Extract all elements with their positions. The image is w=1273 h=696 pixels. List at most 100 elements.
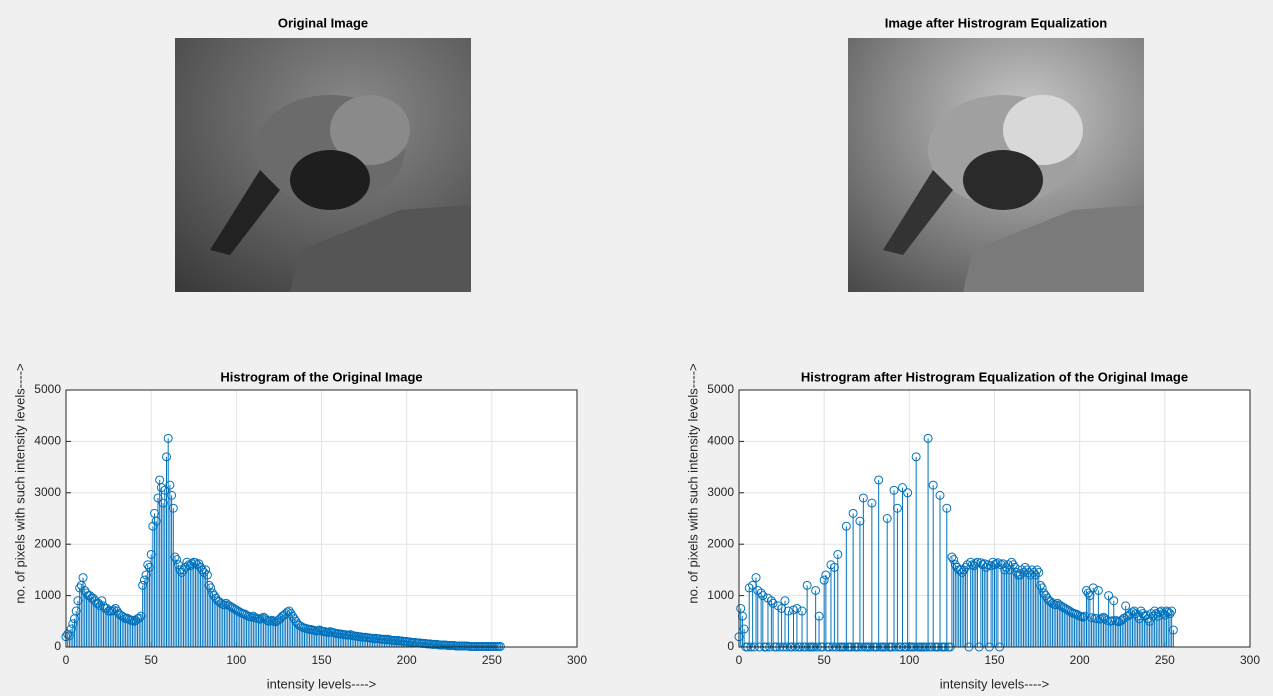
stem-marker — [124, 614, 134, 624]
stem-marker — [783, 606, 793, 616]
stem-marker — [976, 558, 986, 568]
stem-marker — [898, 483, 908, 493]
stem-marker — [184, 560, 194, 570]
stem-marker — [1080, 611, 1090, 621]
stem-marker — [64, 631, 74, 641]
stem-marker — [1102, 615, 1112, 625]
stem-marker — [97, 596, 107, 606]
stem-marker — [748, 580, 758, 590]
stem-marker — [867, 498, 877, 508]
stem-marker — [889, 485, 899, 495]
stem-marker — [882, 514, 892, 523]
stem-marker — [1165, 609, 1175, 619]
stem-marker — [829, 562, 839, 572]
stem-marker — [68, 619, 78, 629]
x-tick-label: 150 — [311, 653, 331, 667]
y-tick-label: 2000 — [34, 536, 61, 550]
equalized-image — [848, 38, 1144, 292]
stem-marker — [1078, 612, 1088, 622]
x-tick-label: 50 — [817, 653, 831, 667]
stem-marker — [797, 606, 807, 616]
axes-box — [738, 389, 1251, 648]
stem-marker — [161, 452, 171, 462]
stem-marker — [127, 615, 137, 625]
stem-marker — [1051, 600, 1061, 610]
x-tick-label: 100 — [899, 653, 919, 667]
stem-marker — [78, 573, 88, 583]
stem-marker — [151, 516, 161, 526]
x-tick-label: 250 — [1155, 653, 1175, 667]
stem-marker — [262, 615, 272, 625]
stem-marker — [1083, 588, 1093, 598]
stem-marker — [855, 516, 865, 526]
stem-marker — [903, 488, 913, 498]
x-tick-label: 0 — [736, 653, 743, 667]
y-tick-label: 4000 — [707, 434, 734, 448]
stem-marker — [780, 596, 790, 606]
stem-marker — [892, 503, 902, 513]
stem-marker — [911, 452, 921, 462]
stem-marker — [165, 480, 175, 490]
y-tick-label: 5000 — [707, 382, 734, 396]
stem-marker — [792, 603, 802, 613]
stem-marker — [768, 598, 778, 608]
stem-marker — [949, 555, 959, 565]
stem-marker — [179, 565, 189, 575]
stem-marker — [1035, 580, 1045, 590]
stem-marker — [219, 600, 229, 610]
stem-marker — [819, 575, 829, 585]
chart-title: Histrogram of the Original Image — [220, 369, 422, 384]
x-axis-label: intensity levels----> — [940, 676, 1049, 691]
stem-marker — [947, 552, 957, 562]
stem-marker — [172, 555, 182, 565]
stem-marker — [146, 549, 156, 559]
stem-marker — [814, 611, 824, 621]
stem-marker — [1032, 565, 1042, 575]
y-tick-label: 4000 — [34, 434, 61, 448]
stem-marker — [134, 613, 144, 623]
chart-title: Histrogram after Histrogram Equalization… — [801, 369, 1188, 384]
stem-marker — [821, 570, 831, 580]
stem-marker — [1092, 614, 1102, 624]
stem-marker — [495, 641, 505, 651]
stem-marker — [758, 591, 768, 601]
stem-marker — [1104, 591, 1114, 601]
image-title: Image after Histrogram Equalization — [885, 15, 1108, 30]
stem-marker — [1100, 614, 1110, 624]
stem-marker — [955, 565, 965, 575]
axes-box — [65, 389, 578, 648]
x-axis-label: intensity levels----> — [267, 676, 376, 691]
stem-marker — [1037, 583, 1047, 593]
y-tick-label: 2000 — [707, 536, 734, 550]
x-tick-label: 250 — [482, 653, 502, 667]
stem-marker — [276, 613, 286, 623]
y-axis-label: no. of pixels with such intensity levels… — [12, 363, 27, 603]
stem-marker — [197, 565, 207, 575]
x-tick-label: 300 — [1240, 653, 1260, 667]
stem-marker — [190, 558, 200, 568]
stem-marker — [168, 503, 178, 513]
stem-marker — [848, 508, 858, 518]
stem-marker — [942, 503, 952, 513]
stem-marker — [802, 580, 812, 590]
stem-marker — [1121, 601, 1131, 611]
stem-marker — [144, 562, 154, 572]
x-tick-label: 50 — [144, 653, 158, 667]
stem-marker — [139, 575, 149, 585]
stem-marker — [175, 565, 185, 575]
stem-marker — [841, 521, 851, 531]
stem-marker — [345, 630, 355, 640]
stem-marker — [167, 490, 177, 500]
stem-marker — [751, 573, 761, 583]
y-tick-label: 0 — [727, 639, 734, 653]
stem-marker — [323, 628, 333, 638]
y-tick-label: 3000 — [707, 485, 734, 499]
stem-marker — [206, 583, 216, 593]
stem-marker — [1107, 616, 1117, 626]
stem-marker — [1087, 613, 1097, 623]
stem-marker — [811, 585, 821, 595]
stem-marker — [187, 559, 197, 569]
stem-marker — [858, 493, 868, 503]
stem-marker — [66, 624, 76, 634]
